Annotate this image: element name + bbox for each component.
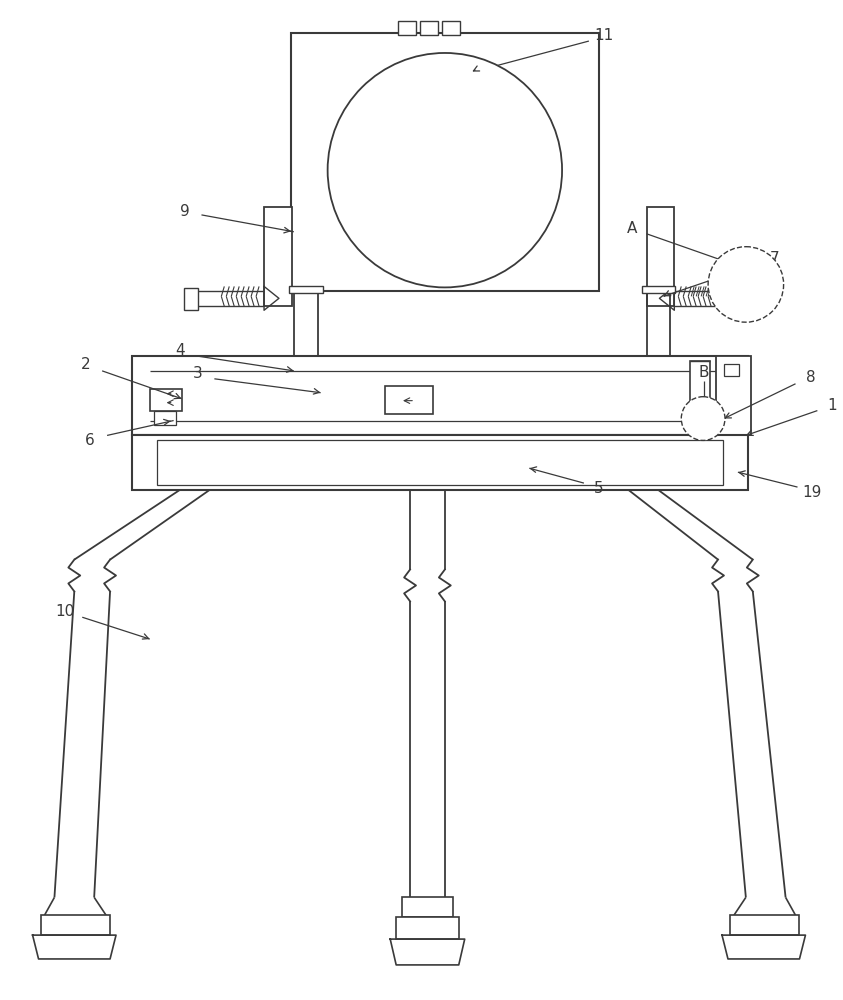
Text: 3: 3 — [192, 366, 202, 381]
Circle shape — [681, 397, 725, 440]
Bar — [442, 21, 459, 35]
Bar — [184, 288, 198, 310]
Polygon shape — [390, 939, 464, 965]
Bar — [157, 440, 723, 485]
Bar — [150, 389, 181, 411]
Bar — [642, 286, 675, 293]
Bar — [647, 207, 674, 306]
Text: 19: 19 — [803, 485, 822, 500]
Text: 4: 4 — [175, 343, 185, 358]
Circle shape — [708, 247, 784, 322]
Text: 1: 1 — [828, 398, 837, 413]
Text: A: A — [626, 221, 636, 236]
Bar — [153, 411, 175, 425]
Bar — [730, 915, 799, 935]
Bar — [132, 356, 748, 435]
Bar — [289, 286, 323, 293]
Bar — [724, 364, 739, 376]
Bar — [738, 288, 753, 310]
Text: 9: 9 — [180, 204, 190, 219]
Text: 6: 6 — [85, 433, 95, 448]
Circle shape — [328, 53, 562, 287]
Bar — [385, 386, 433, 414]
Bar — [291, 33, 599, 291]
Text: 5: 5 — [594, 481, 604, 496]
Text: 11: 11 — [594, 28, 614, 43]
Polygon shape — [659, 286, 674, 310]
Bar — [690, 361, 710, 430]
Polygon shape — [722, 935, 805, 959]
Bar — [132, 435, 748, 490]
Bar — [402, 897, 453, 917]
Text: 2: 2 — [80, 357, 90, 372]
Bar — [420, 21, 438, 35]
Polygon shape — [264, 286, 279, 310]
Bar — [398, 21, 416, 35]
Text: 7: 7 — [770, 251, 780, 266]
Bar — [40, 915, 110, 935]
Text: 10: 10 — [56, 604, 75, 619]
Bar — [716, 356, 751, 435]
Text: 8: 8 — [806, 370, 815, 385]
Bar — [396, 917, 459, 939]
Text: B: B — [699, 365, 709, 380]
Bar — [264, 207, 292, 306]
Polygon shape — [33, 935, 116, 959]
